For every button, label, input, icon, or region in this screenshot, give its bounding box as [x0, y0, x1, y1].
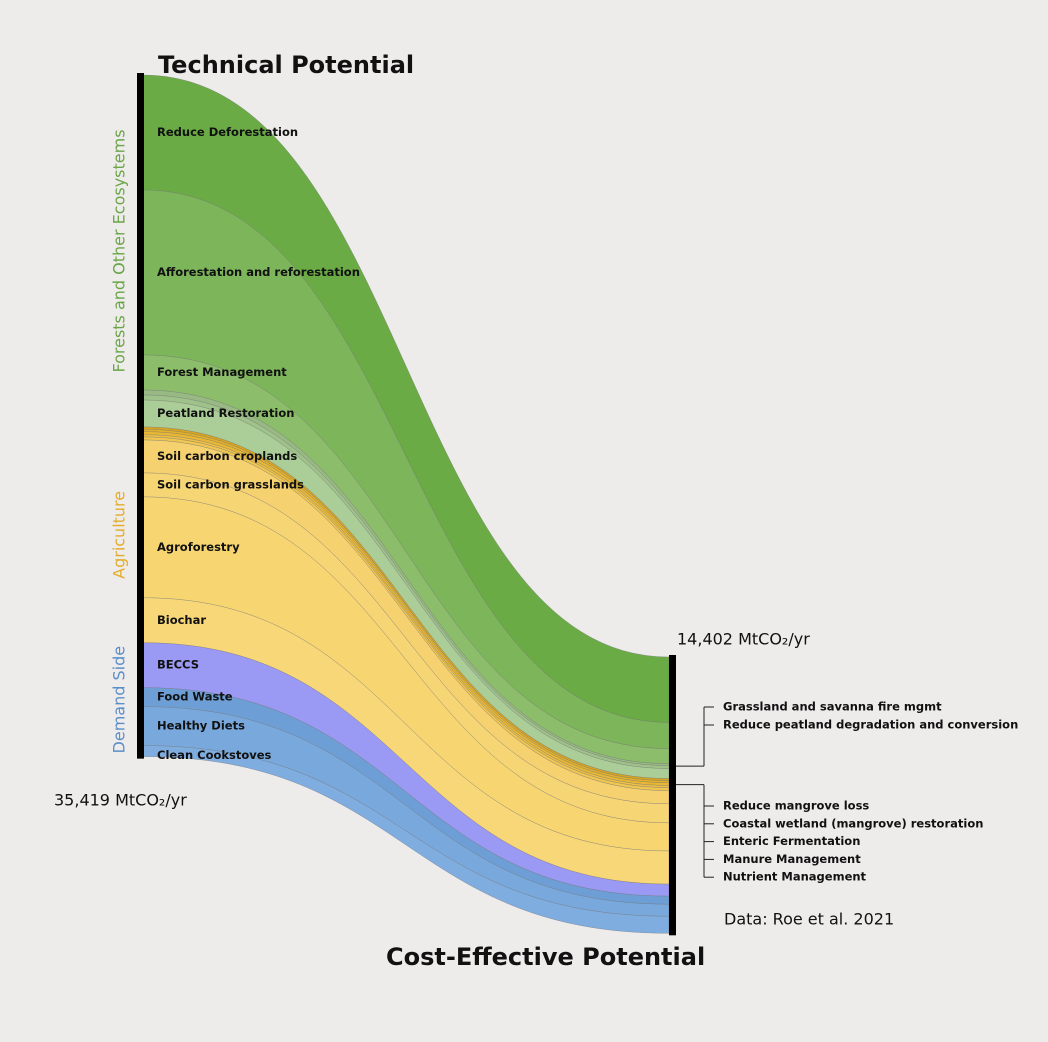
side-label: Grassland and savanna fire mgmt — [723, 700, 942, 714]
source: Data: Roe et al. 2021 — [724, 910, 894, 929]
flow-label: Food Waste — [157, 690, 233, 704]
side-label: Coastal wetland (mangrove) restoration — [723, 816, 983, 830]
chart-title: Technical Potential — [158, 51, 414, 79]
flow-label: Reduce Deforestation — [157, 125, 298, 139]
side-label: Nutrient Management — [723, 870, 867, 884]
flow-label: Soil carbon grasslands — [157, 477, 304, 491]
group-label: Agriculture — [110, 491, 129, 579]
flow-label: Agroforestry — [157, 540, 240, 554]
group-label: Demand Side — [110, 646, 129, 754]
side-label: Reduce mangrove loss — [723, 799, 869, 813]
side-label: Reduce peatland degradation and conversi… — [723, 718, 1018, 732]
side-label: Manure Management — [723, 852, 861, 866]
flow-label: Clean Cookstoves — [157, 748, 272, 762]
flow-label: BECCS — [157, 658, 199, 672]
flow-label: Peatland Restoration — [157, 406, 294, 420]
group-label: Forests and Other Ecosystems — [110, 129, 129, 372]
flow-label: Afforestation and reforestation — [157, 265, 360, 279]
right-bar — [669, 655, 676, 936]
flow-label: Biochar — [157, 613, 206, 627]
side-label: Enteric Fermentation — [723, 834, 860, 848]
flow-label: Healthy Diets — [157, 719, 245, 733]
flows — [142, 74, 670, 934]
flow-label: Forest Management — [157, 365, 287, 379]
left-total: 35,419 MtCO₂/yr — [54, 791, 187, 810]
flow-label: Soil carbon croplands — [157, 449, 297, 463]
right-title: Cost-Effective Potential — [386, 943, 705, 971]
right-total: 14,402 MtCO₂/yr — [677, 630, 810, 649]
left-bar — [137, 73, 144, 759]
